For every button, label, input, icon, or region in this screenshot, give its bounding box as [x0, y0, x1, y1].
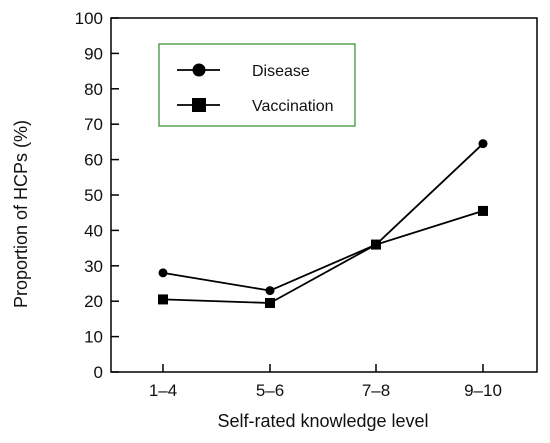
x-tick-label: 5–6: [256, 381, 284, 400]
y-tick-label: 20: [84, 292, 103, 311]
y-tick-label: 10: [84, 328, 103, 347]
axes: 0 10 20 30 40 50 60 70 80 90 100 1–4 5–6 7–8 9–10: [75, 9, 538, 400]
x-tick-label: 9–10: [464, 381, 502, 400]
y-tick-label: 30: [84, 257, 103, 276]
y-tick-label: 80: [84, 80, 103, 99]
legend-label: Vaccination: [252, 98, 334, 115]
x-tick-label: 1–4: [149, 381, 177, 400]
data-point: [478, 139, 488, 149]
series-disease: [158, 139, 488, 296]
y-tick-label: 40: [84, 221, 103, 240]
series-line: [162, 210, 484, 304]
x-axis-label: Self-rated knowledge level: [217, 411, 428, 431]
legend-square-marker: [192, 98, 206, 112]
data-point: [478, 205, 488, 216]
data-point: [265, 297, 275, 308]
y-axis-label: Proportion of HCPs (%): [11, 120, 31, 308]
y-tick-label: 90: [84, 44, 103, 63]
y-tick-label: 50: [84, 186, 103, 205]
legend-label: Disease: [252, 63, 310, 80]
series-layer: [158, 139, 488, 308]
legend: Disease Vaccination: [158, 43, 356, 127]
series-vaccination: [158, 205, 488, 308]
data-point: [371, 239, 381, 250]
y-tick-label: 70: [84, 115, 103, 134]
series-line: [162, 143, 484, 292]
data-point: [265, 286, 275, 296]
y-tick-label: 100: [75, 9, 103, 28]
data-point: [158, 294, 168, 305]
y-tick-label: 0: [94, 363, 103, 382]
x-tick-label: 7–8: [362, 381, 390, 400]
legend-box: [158, 43, 356, 127]
legend-circle-marker: [192, 63, 206, 77]
data-point: [158, 268, 168, 278]
y-tick-label: 60: [84, 151, 103, 170]
